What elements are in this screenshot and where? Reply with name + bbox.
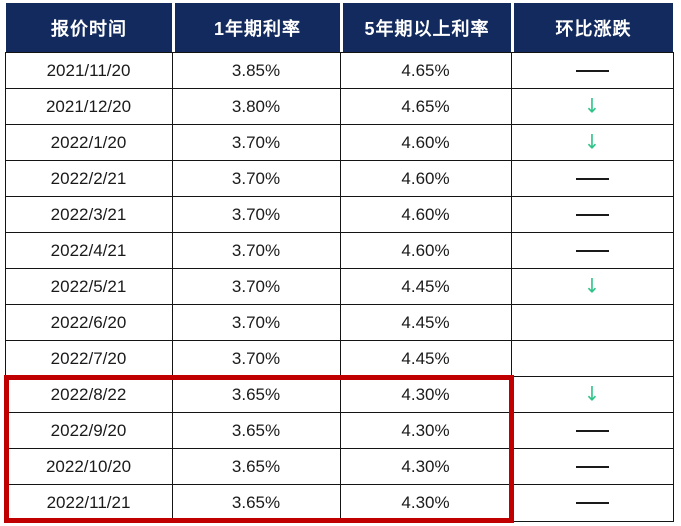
rate-table: 报价时间 1年期利率 5年期以上利率 环比涨跌 2021/11/20 3.85% 4… [4,3,674,522]
one-year-rate-cell: 3.65% [171,377,340,412]
header-five-year-rate: 5年期以上利率 [340,3,511,52]
five-year-rate-cell: 4.30% [339,449,511,484]
one-year-rate-cell: 3.70% [171,305,340,340]
flat-dash-icon [575,429,609,432]
table-row: 2022/6/20 3.70% 4.45% [5,305,673,341]
quote-date-cell: 2022/4/21 [50,240,127,260]
five-year-rate-cell: 4.30% [339,377,511,412]
quote-date-cell: 2022/6/20 [50,312,127,332]
down-arrow-icon: ↓ [584,274,600,298]
five-year-rate-cell: 4.60% [339,197,511,232]
flat-dash-icon [575,502,609,504]
five-year-rate-cell: 4.45% [339,305,511,340]
mom-change-cell: ↓ [510,269,673,304]
mom-change-cell: ↓ [510,89,673,124]
flat-dash-icon [575,69,609,72]
table-row: 2021/11/20 3.85% 4.65% [5,53,673,89]
quote-date-cell: 2022/3/21 [50,204,127,224]
quote-date-cell: 2022/8/22 [50,384,127,404]
five-year-rate-cell: 4.45% [339,269,511,304]
flat-dash-icon [575,465,609,468]
mom-change-cell [510,233,673,268]
mom-change-cell [510,413,673,448]
mom-change-cell [510,161,673,196]
quote-date-cell: 2021/12/20 [45,96,132,116]
header-quote-date: 报价时间 [6,3,172,52]
mom-change-cell [510,53,673,88]
one-year-rate-cell: 3.70% [171,269,340,304]
down-arrow-icon: ↓ [584,130,600,154]
table-header-row: 报价时间 1年期利率 5年期以上利率 环比涨跌 [6,3,673,52]
mom-change-cell [510,449,673,484]
five-year-rate-cell: 4.30% [339,485,511,521]
mom-change-cell [510,341,673,376]
quote-date-cell: 2022/7/20 [50,348,127,368]
quote-date-cell: 2022/11/21 [46,493,131,512]
table-row: 2021/12/20 3.80% 4.65% ↓ [5,89,673,125]
mom-change-cell [510,197,673,232]
flat-dash-icon [575,213,609,216]
mom-change-cell [510,485,673,521]
flat-dash-icon [575,177,609,180]
table-row: 2022/3/21 3.70% 4.60% [5,197,673,233]
quote-date-cell: 2021/11/20 [46,60,131,80]
five-year-rate-cell: 4.65% [339,89,511,124]
five-year-rate-cell: 4.45% [339,341,511,376]
one-year-rate-cell: 3.70% [171,161,340,196]
five-year-rate-cell: 4.60% [339,233,511,268]
quote-date-cell: 2022/10/20 [45,456,132,476]
flat-dash-icon [575,249,609,252]
table-body: 2021/11/20 3.85% 4.65% 2021/12/20 3.80% 4.65%… [4,52,674,522]
five-year-rate-cell: 4.65% [339,53,511,88]
table-row: 2022/10/20 3.65% 4.30% [5,449,673,485]
header-mom-change: 环比涨跌 [511,3,673,52]
table-row: 2022/1/20 3.70% 4.60% ↓ [5,125,673,161]
one-year-rate-cell: 3.65% [171,449,340,484]
five-year-rate-cell: 4.60% [339,161,511,196]
five-year-rate-cell: 4.60% [339,125,511,160]
one-year-rate-cell: 3.80% [171,89,340,124]
one-year-rate-cell: 3.85% [171,53,340,88]
down-arrow-icon: ↓ [584,382,600,406]
table-row: 2022/2/21 3.70% 4.60% [5,161,673,197]
down-arrow-icon: ↓ [584,94,600,118]
quote-date-cell: 2022/5/21 [50,276,127,296]
table-row: 2022/4/21 3.70% 4.60% [5,233,673,269]
one-year-rate-cell: 3.70% [171,197,340,232]
table-row: 2022/9/20 3.65% 4.30% [5,413,673,449]
quote-date-cell: 2022/2/21 [50,168,127,188]
quote-date-cell: 2022/9/20 [50,420,127,440]
mom-change-cell [510,305,673,340]
five-year-rate-cell: 4.30% [339,413,511,448]
one-year-rate-cell: 3.70% [171,341,340,376]
one-year-rate-cell: 3.65% [171,485,340,521]
table-row: 2022/7/20 3.70% 4.45% [5,341,673,377]
quote-date-cell: 2022/1/20 [50,132,127,152]
mom-change-cell: ↓ [510,377,673,412]
one-year-rate-cell: 3.70% [171,233,340,268]
table-row: 2022/8/22 3.65% 4.30% ↓ [5,377,673,413]
table-row: 2022/5/21 3.70% 4.45% ↓ [5,269,673,305]
one-year-rate-cell: 3.65% [171,413,340,448]
table-row: 2022/11/21 3.65% 4.30% [5,485,673,521]
header-one-year-rate: 1年期利率 [172,3,340,52]
one-year-rate-cell: 3.70% [171,125,340,160]
mom-change-cell: ↓ [510,125,673,160]
